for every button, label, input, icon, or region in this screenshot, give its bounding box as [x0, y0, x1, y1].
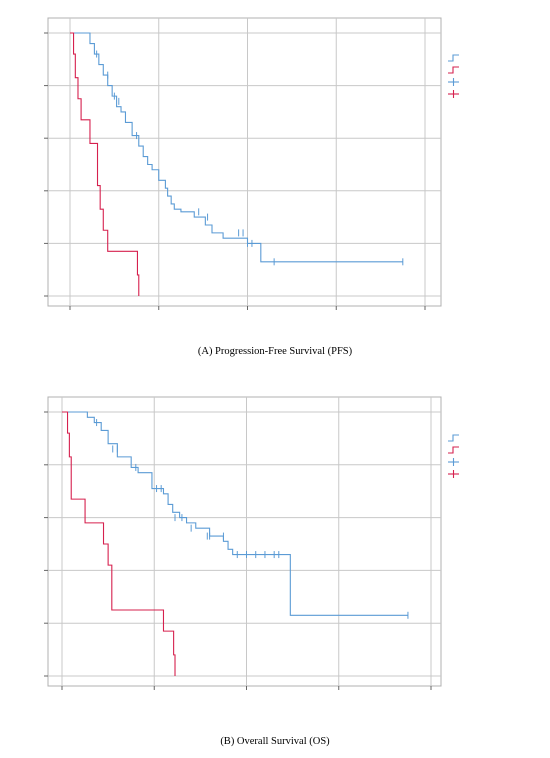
- plot-frame: [47, 396, 442, 687]
- legend-swatch: [448, 434, 459, 442]
- legend-swatch: [448, 446, 459, 454]
- series-present-line: [70, 32, 140, 296]
- plot-frame: [47, 17, 442, 307]
- pfs-chart: [44, 17, 459, 310]
- caption-b: (B) Overall Survival (OS): [220, 736, 330, 747]
- series-absent-line: [62, 411, 408, 616]
- caption-a: (A) Progression-Free Survival (PFS): [197, 346, 353, 357]
- os-chart: [44, 396, 459, 690]
- legend-swatch: [448, 54, 459, 62]
- series-absent-line: [70, 32, 403, 263]
- legend-swatch: [448, 66, 459, 74]
- series-present-line: [62, 411, 176, 676]
